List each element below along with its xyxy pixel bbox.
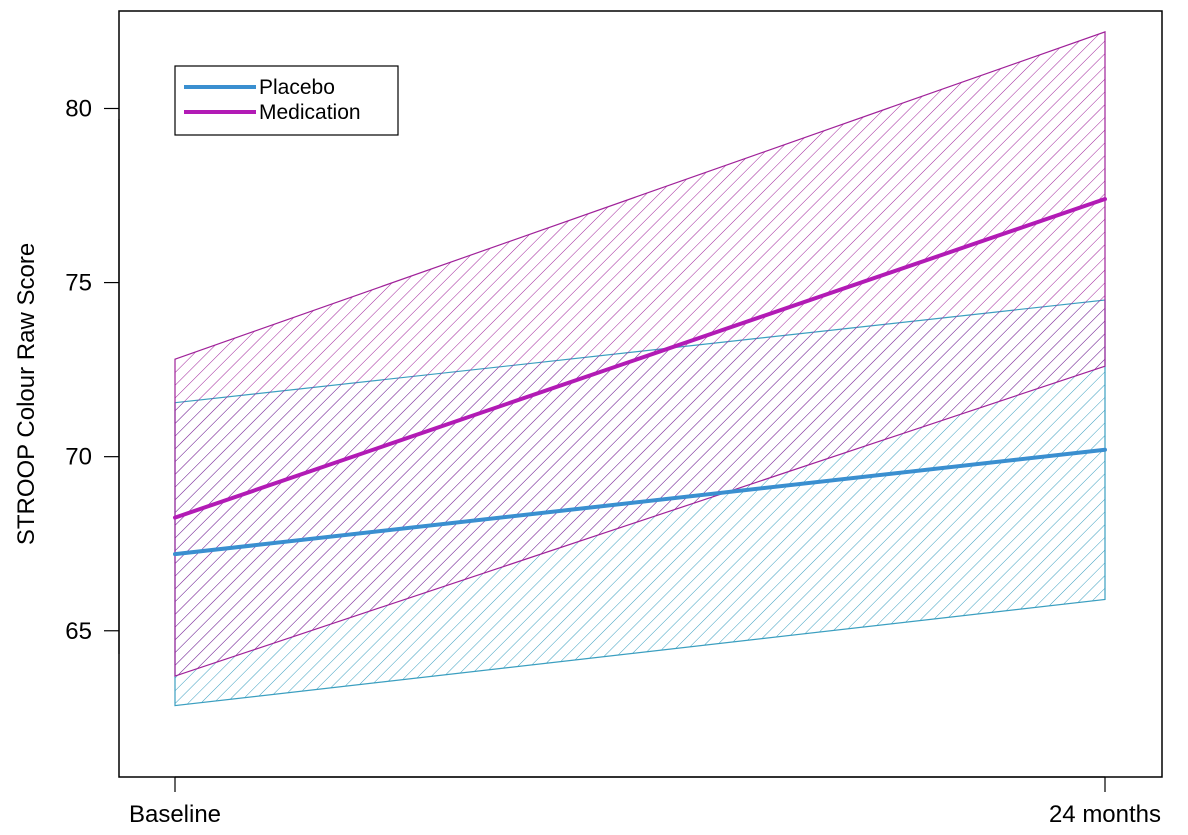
series-lines bbox=[173, 197, 1107, 557]
y-tick-label-70: 70 bbox=[65, 444, 92, 471]
x-ticks: Baseline 24 months bbox=[129, 777, 1161, 828]
y-axis: 65 70 75 80 bbox=[65, 95, 120, 654]
legend-label-medication: Medication bbox=[259, 101, 361, 124]
legend-box bbox=[174, 65, 399, 136]
y-ticks: 65 70 75 80 bbox=[65, 95, 119, 645]
x-tick-label-24-months: 24 months bbox=[1049, 801, 1161, 828]
medication-confidence-band bbox=[174, 31, 1106, 677]
medication-line-segment bbox=[173, 197, 1107, 520]
legend-label-placebo: Placebo bbox=[259, 76, 335, 99]
y-tick-label-80: 80 bbox=[65, 95, 92, 122]
x-tick-label-baseline: Baseline bbox=[129, 801, 221, 828]
y-tick-label-75: 75 bbox=[65, 270, 92, 297]
y-axis-title: STROOP Colour Raw Score bbox=[13, 243, 40, 545]
legend: Placebo Medication bbox=[174, 65, 399, 136]
y-tick-label-65: 65 bbox=[65, 618, 92, 645]
placebo-line-segment bbox=[173, 447, 1107, 557]
x-axis: Baseline 24 months bbox=[129, 776, 1161, 828]
